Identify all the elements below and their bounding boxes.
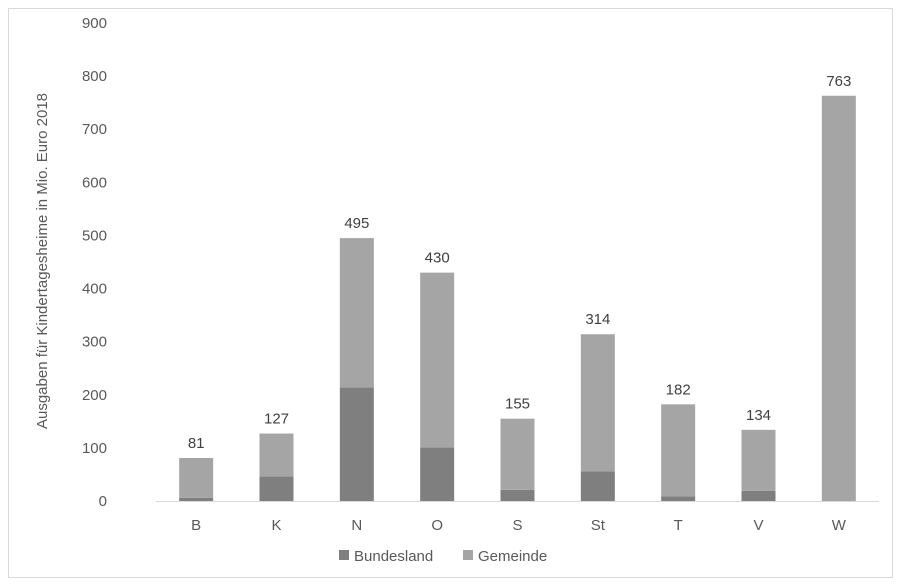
bar-segment-bundesland-o	[420, 447, 455, 501]
y-tick-label: 0	[99, 493, 107, 510]
data-label-total: 495	[344, 215, 369, 232]
y-tick-label: 800	[82, 68, 107, 85]
bar-segment-bundesland-t	[661, 496, 696, 501]
y-tick-label: 500	[82, 227, 107, 244]
bar-segment-bundesland-v	[741, 490, 776, 501]
bar-segment-gemeinde-o	[420, 272, 455, 448]
bar-segment-bundesland-n	[339, 387, 374, 501]
legend-swatch-gemeinde	[463, 550, 473, 560]
legend-swatch-bundesland	[339, 550, 349, 560]
data-label-total: 134	[746, 407, 771, 424]
bar-segment-bundesland-b	[179, 497, 214, 501]
bar-segment-gemeinde-s	[500, 418, 535, 490]
y-tick-label: 300	[82, 334, 107, 351]
y-tick-label: 700	[82, 121, 107, 138]
y-tick-label: 600	[82, 174, 107, 191]
x-category-label: N	[351, 517, 362, 534]
data-label-total: 182	[666, 381, 691, 398]
x-category-label: St	[591, 517, 606, 534]
y-axis: 0 100 200 300 400 500 600 700 800 900	[82, 15, 107, 510]
y-axis-title: Ausgaben für Kindertagesheime in Mio. Eu…	[34, 93, 51, 429]
legend-label-bundesland: Bundesland	[354, 548, 433, 565]
bar-segment-gemeinde-b	[179, 457, 214, 498]
bar-segment-bundesland-st	[580, 471, 615, 501]
data-label-total: 314	[585, 311, 610, 328]
data-label-total: 430	[425, 250, 450, 267]
bar-segment-gemeinde-k	[259, 433, 294, 477]
bar-segment-gemeinde-n	[339, 238, 374, 388]
x-category-label: T	[674, 517, 683, 534]
x-category-label: W	[832, 517, 847, 534]
data-label-total: 155	[505, 396, 530, 413]
data-label-total: 763	[826, 73, 851, 90]
bar-segment-gemeinde-st	[580, 334, 615, 472]
bar-segment-bundesland-k	[259, 476, 294, 501]
x-category-label: K	[271, 517, 281, 534]
legend-label-gemeinde: Gemeinde	[478, 548, 547, 565]
y-tick-label: 400	[82, 281, 107, 298]
y-tick-label: 100	[82, 440, 107, 457]
data-label-total: 127	[264, 411, 289, 428]
legend: Bundesland Gemeinde	[339, 548, 547, 565]
bar-segment-gemeinde-v	[741, 429, 776, 491]
bars: 81 127 495 430 155 314 182 134 763	[179, 73, 856, 502]
bar-segment-bundesland-s	[500, 489, 535, 501]
chart-container: 0 100 200 300 400 500 600 700 800 900 81 127 495 430…	[8, 8, 893, 578]
x-category-label: B	[191, 517, 201, 534]
y-tick-label: 900	[82, 15, 107, 32]
stacked-bar-chart: 0 100 200 300 400 500 600 700 800 900 81 127 495 430…	[34, 15, 879, 565]
bar-segment-gemeinde-t	[661, 404, 696, 497]
x-category-label: S	[512, 517, 522, 534]
x-axis: B K N O S St T V W	[156, 501, 879, 534]
bar-segment-gemeinde-w	[821, 95, 856, 502]
y-tick-label: 200	[82, 387, 107, 404]
x-category-label: V	[753, 517, 763, 534]
x-category-label: O	[431, 517, 443, 534]
data-label-total: 81	[188, 435, 205, 452]
